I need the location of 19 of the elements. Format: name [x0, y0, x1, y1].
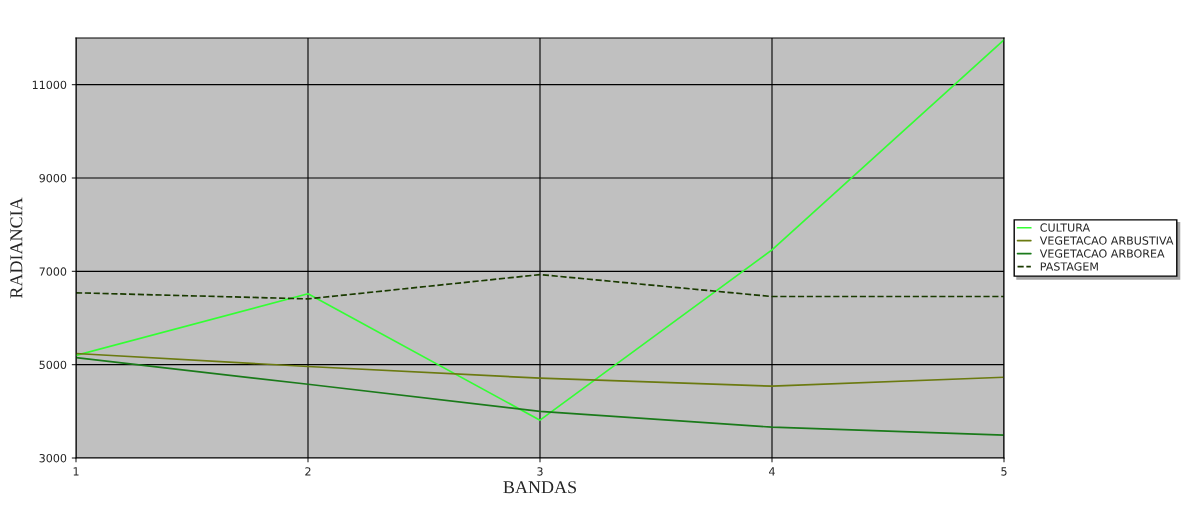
- x-axis-title: BANDAS: [503, 481, 576, 494]
- y-tick-label: 11000: [32, 80, 67, 90]
- y-axis-title: RADIANCIA: [10, 197, 23, 299]
- legend-label: CULTURA: [1040, 223, 1091, 232]
- y-tick-label: 7000: [39, 267, 67, 276]
- x-tick-label: 1: [73, 467, 79, 476]
- y-tick-label: 3000: [39, 453, 67, 463]
- y-tick-label: 5000: [39, 360, 67, 370]
- line-series: [76, 356, 1004, 436]
- x-tick-label: 3: [537, 467, 543, 476]
- legend-label: VEGETACAO ARBOREA: [1039, 249, 1165, 258]
- legend-label: VEGETACAO ARBUSTIVA: [1039, 236, 1174, 245]
- x-tick-label: 4: [769, 467, 775, 476]
- line-series: [76, 352, 1004, 387]
- x-tick-label: 2: [305, 467, 311, 476]
- legend-label: PASTAGEM: [1040, 262, 1098, 271]
- line-series: [76, 273, 1004, 300]
- y-tick-label: 9000: [39, 173, 67, 183]
- x-tick-label: 5: [1001, 467, 1007, 476]
